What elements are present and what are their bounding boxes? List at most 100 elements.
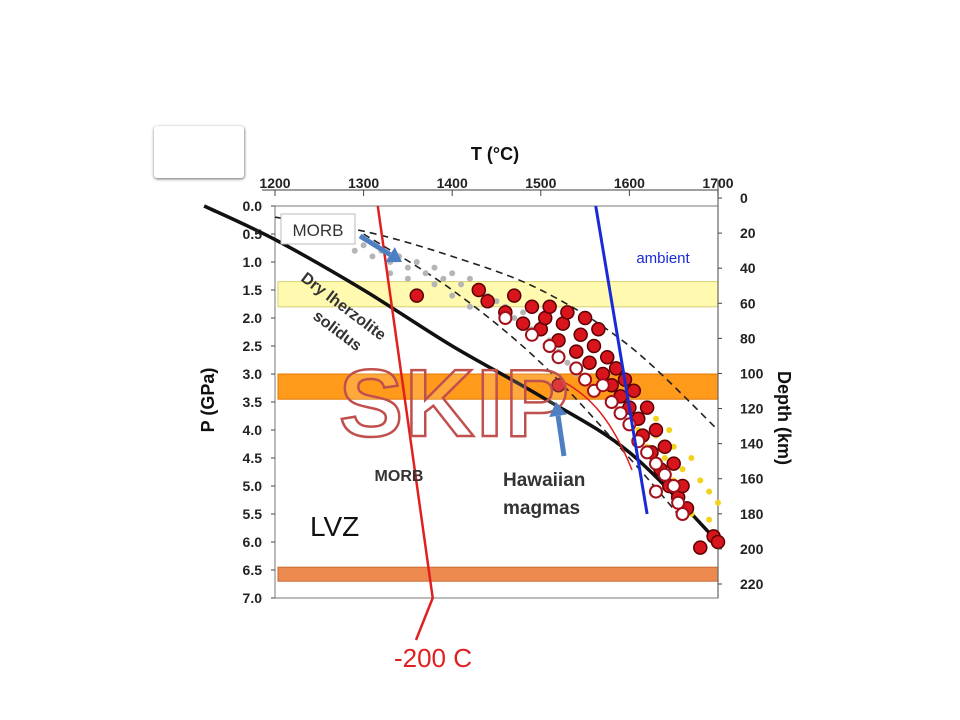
hawaiian-point bbox=[568, 344, 584, 359]
y-tick-label: 7.0 bbox=[243, 590, 263, 606]
hawaiian-point bbox=[573, 327, 588, 343]
hawaiian-point bbox=[666, 456, 681, 471]
x-tick-label: 1400 bbox=[437, 175, 468, 191]
hawaiian-point bbox=[693, 540, 708, 555]
y-axis-title: P (GPa) bbox=[198, 368, 218, 433]
hawaiian-open-point bbox=[498, 311, 513, 325]
hawaiian-point bbox=[577, 310, 593, 326]
hawaiian-label-line1: Hawaiian bbox=[503, 470, 585, 491]
yellow-point bbox=[706, 516, 713, 523]
y-tick-label: 6.0 bbox=[243, 534, 263, 550]
depth-tick-label: 200 bbox=[740, 541, 764, 557]
yellow-point bbox=[661, 455, 668, 461]
hawaiian-point bbox=[600, 349, 615, 365]
depth-tick-label: 120 bbox=[740, 401, 764, 417]
x-tick-label: 1200 bbox=[259, 175, 290, 191]
hawaiian-point bbox=[471, 282, 487, 298]
x-tick-label: 1500 bbox=[525, 175, 556, 191]
hawaiian-point bbox=[639, 400, 655, 415]
morb-point bbox=[511, 315, 518, 321]
hawaiian-point bbox=[648, 422, 664, 438]
hawaiian-point bbox=[657, 439, 673, 455]
yellow-point bbox=[670, 443, 677, 450]
y-tick-label: 2.5 bbox=[243, 338, 263, 354]
y-tick-label: 1.5 bbox=[243, 282, 263, 298]
hawaiian-open-point bbox=[671, 495, 686, 510]
hawaiian-open-point bbox=[569, 361, 584, 376]
yellow-point bbox=[666, 427, 673, 433]
morb-point bbox=[466, 303, 473, 310]
morb-arrow bbox=[358, 233, 402, 263]
depth-tick-label: 40 bbox=[740, 260, 756, 276]
hawaiian-point bbox=[586, 338, 602, 354]
morb-point bbox=[404, 264, 411, 271]
thin-red-curve bbox=[559, 379, 633, 471]
y-tick-label: 2.0 bbox=[243, 310, 263, 326]
morb-point bbox=[351, 247, 358, 254]
lvz-label: LVZ bbox=[310, 511, 359, 542]
hawaiian-point bbox=[710, 534, 726, 550]
depth-tick-label: 0 bbox=[740, 190, 748, 206]
morb-point bbox=[431, 264, 438, 271]
depth-tick-label: 100 bbox=[740, 365, 764, 381]
morb-point bbox=[431, 281, 438, 288]
depth-tick-label: 140 bbox=[740, 436, 764, 452]
hawaiian-open-point bbox=[551, 350, 566, 365]
hawaiian-open-point bbox=[613, 406, 628, 421]
ambient-label: ambient bbox=[636, 250, 690, 267]
depth-tick-label: 20 bbox=[740, 225, 756, 241]
y-tick-label: 6.5 bbox=[243, 562, 263, 578]
morb-point bbox=[493, 298, 500, 305]
dashed-upper-curve bbox=[274, 216, 719, 431]
morb-point bbox=[449, 292, 456, 299]
hawaiian-open-point bbox=[604, 395, 619, 409]
hawaiian-open-point bbox=[595, 378, 610, 393]
morb-adiabat-extension bbox=[414, 597, 434, 641]
hawaiian-open-point bbox=[648, 456, 663, 471]
yellow-point bbox=[697, 477, 704, 484]
hawaiian-point bbox=[480, 293, 495, 309]
hawaiian-point bbox=[560, 305, 575, 320]
hawaiian-open-point bbox=[524, 327, 539, 342]
depth-tick-label: 220 bbox=[740, 576, 764, 592]
morb-label-box bbox=[280, 213, 356, 245]
y-tick-label: 3.5 bbox=[243, 394, 263, 410]
morb-adiabat bbox=[376, 205, 434, 599]
morb-point bbox=[422, 270, 429, 277]
yellow-point bbox=[715, 499, 721, 506]
morb-point bbox=[449, 270, 456, 277]
morb-point bbox=[369, 253, 376, 260]
dashed-lower-curve bbox=[363, 233, 684, 521]
y-tick-label: 4.5 bbox=[243, 450, 263, 466]
morb-point bbox=[466, 275, 473, 282]
yellow-point bbox=[679, 466, 686, 473]
hawaiian-open-point bbox=[666, 479, 681, 493]
depth-tick-label: 160 bbox=[740, 471, 764, 487]
y-tick-label: 1.0 bbox=[243, 254, 263, 270]
skip-stamp: SKIP bbox=[339, 350, 571, 457]
morb-point bbox=[458, 281, 465, 288]
hawaiian-open-point bbox=[542, 339, 557, 353]
hawaiian-point bbox=[524, 299, 540, 315]
hawaiian-point bbox=[409, 288, 425, 303]
y-tick-label: 3.0 bbox=[243, 366, 263, 382]
bottom-temperature-label: -200 C bbox=[394, 643, 472, 673]
x-tick-label: 1300 bbox=[348, 175, 379, 191]
hawaiian-arrow bbox=[549, 402, 567, 457]
hawaiian-open-point bbox=[675, 507, 690, 521]
morb-point bbox=[387, 270, 394, 277]
morb-point bbox=[564, 359, 571, 366]
morb-point bbox=[360, 242, 367, 249]
ambient-adiabat bbox=[594, 205, 649, 515]
hawaiian-point bbox=[551, 377, 566, 393]
y-tick-label: 0.0 bbox=[243, 198, 263, 214]
depth-tick-label: 180 bbox=[740, 506, 764, 522]
x-axis-title: T (°C) bbox=[471, 144, 519, 164]
yellow-point bbox=[706, 488, 713, 495]
yellow-point bbox=[688, 455, 695, 461]
hawaiian-open-point bbox=[640, 445, 655, 460]
hawaiian-open-point bbox=[648, 484, 663, 499]
morb-point bbox=[413, 259, 420, 265]
